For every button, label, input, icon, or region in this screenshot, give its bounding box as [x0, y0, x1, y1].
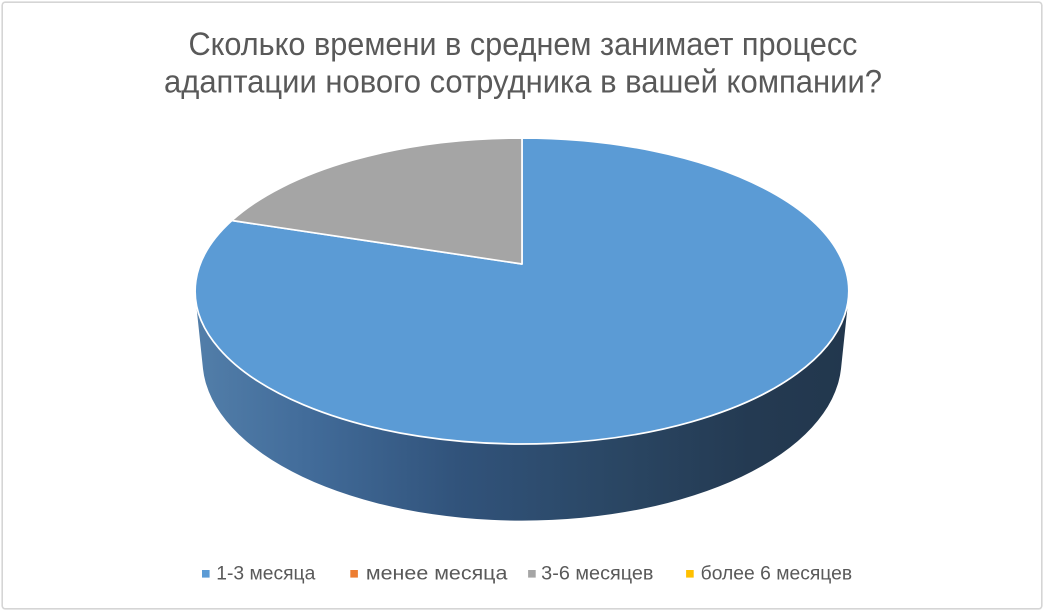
- svg-text:адаптации нового сотрудника в: адаптации нового сотрудника в вашей комп…: [164, 64, 882, 100]
- svg-text:менее месяца: менее месяца: [366, 564, 508, 585]
- svg-text:более 6 месяцев: более 6 месяцев: [701, 564, 852, 585]
- svg-text:1-3 месяца: 1-3 месяца: [216, 564, 315, 585]
- svg-text:Сколько времени в среднем зани: Сколько времени в среднем занимает проце…: [189, 26, 858, 62]
- svg-text:3-6 месяцев: 3-6 месяцев: [541, 564, 653, 585]
